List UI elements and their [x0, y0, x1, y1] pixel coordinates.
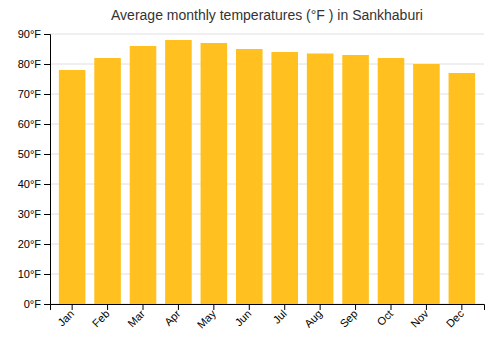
- tick: Apr: [162, 304, 183, 328]
- tick-label: Nov: [408, 307, 431, 330]
- tick: Jun: [232, 304, 253, 328]
- tick-label: 60°F: [18, 118, 42, 130]
- bar: [201, 43, 228, 304]
- tick-label: 10°F: [18, 268, 42, 280]
- tick: 20°F: [18, 238, 50, 250]
- chart: 0°F 10°F 20°F 30°F 40°F 50°F 60°F 70°F 80°F 90°F J…: [0, 0, 500, 350]
- tick: 60°F: [18, 118, 50, 130]
- tick-label: Aug: [302, 307, 324, 329]
- tick-label: Mar: [125, 307, 147, 329]
- tick-mark: [44, 304, 50, 305]
- x-axis: Jan Feb Mar Apr May Jun Jul Aug Sep Oct Nov Dec: [51, 304, 485, 331]
- tick: 70°F: [18, 88, 50, 100]
- tick-label: Jul: [270, 307, 288, 325]
- tick-label: Sep: [337, 307, 359, 329]
- tick-mark: [72, 304, 73, 310]
- tick-mark: [44, 214, 50, 215]
- axis-line: [44, 35, 51, 305]
- tick-label: 30°F: [18, 208, 42, 220]
- bar: [378, 58, 405, 304]
- tick: 30°F: [18, 208, 50, 220]
- tick-mark: [355, 304, 356, 310]
- grid: [50, 34, 484, 304]
- tick-label: Apr: [162, 307, 183, 328]
- tick-mark: [44, 64, 50, 65]
- bar: [413, 64, 440, 304]
- tick: Jul: [270, 304, 288, 326]
- tick-mark: [178, 304, 179, 310]
- tick: Sep: [337, 304, 359, 330]
- tick-label: Feb: [90, 307, 112, 329]
- tick-label: 90°F: [18, 28, 42, 40]
- tick-mark: [249, 304, 250, 310]
- tick-mark: [44, 34, 50, 35]
- tick: 50°F: [18, 148, 50, 160]
- tick: Nov: [408, 304, 431, 330]
- tick: Aug: [302, 304, 324, 330]
- tick-label: May: [195, 307, 219, 331]
- tick-label: 20°F: [18, 238, 42, 250]
- tick-label: 80°F: [18, 58, 42, 70]
- bar: [94, 58, 121, 304]
- bar: [307, 54, 334, 305]
- tick-label: Jun: [232, 307, 253, 328]
- plot: 0°F 10°F 20°F 30°F 40°F 50°F 60°F 70°F 80°F 90°F J…: [18, 28, 485, 331]
- tick-mark: [461, 304, 462, 310]
- tick-mark: [44, 274, 50, 275]
- tick-mark: [426, 304, 427, 310]
- tick-mark: [44, 244, 50, 245]
- grid-line: [50, 34, 484, 35]
- tick: 0°F: [24, 298, 50, 310]
- y-axis: 0°F 10°F 20°F 30°F 40°F 50°F 60°F 70°F 80°F 90°F: [18, 28, 51, 310]
- bar: [342, 55, 369, 304]
- tick-label: 40°F: [18, 178, 42, 190]
- tick: 10°F: [18, 268, 50, 280]
- tick: Oct: [375, 304, 396, 328]
- tick-mark: [391, 304, 392, 310]
- bar: [59, 70, 86, 304]
- bar: [449, 73, 476, 304]
- tick-mark: [44, 154, 50, 155]
- tick-mark: [143, 304, 144, 310]
- tick: Jan: [55, 304, 76, 328]
- tick-mark: [44, 94, 50, 95]
- tick: 40°F: [18, 178, 50, 190]
- tick-mark: [44, 124, 50, 125]
- tick-mark: [213, 304, 214, 310]
- title: Average monthly temperatures (°F ) in Sa…: [111, 7, 423, 23]
- tick-label: 50°F: [18, 148, 42, 160]
- bars: [59, 40, 475, 304]
- tick-mark: [44, 184, 50, 185]
- tick-mark: [284, 304, 285, 310]
- tick-label: Oct: [375, 307, 396, 328]
- tick-label: 0°F: [24, 298, 42, 310]
- tick-mark: [320, 304, 321, 310]
- tick: Mar: [125, 304, 147, 329]
- tick: 80°F: [18, 58, 50, 70]
- tick: 90°F: [18, 28, 50, 40]
- bar: [130, 46, 157, 304]
- tick-label: 70°F: [18, 88, 42, 100]
- tick-mark: [107, 304, 108, 310]
- bar: [236, 49, 263, 304]
- bar: [271, 52, 298, 304]
- tick-label: Dec: [444, 307, 467, 330]
- tick: Dec: [444, 304, 467, 330]
- tick: Feb: [90, 304, 112, 329]
- tick: May: [195, 304, 219, 331]
- bar: [165, 40, 192, 304]
- tick-label: Jan: [55, 307, 76, 328]
